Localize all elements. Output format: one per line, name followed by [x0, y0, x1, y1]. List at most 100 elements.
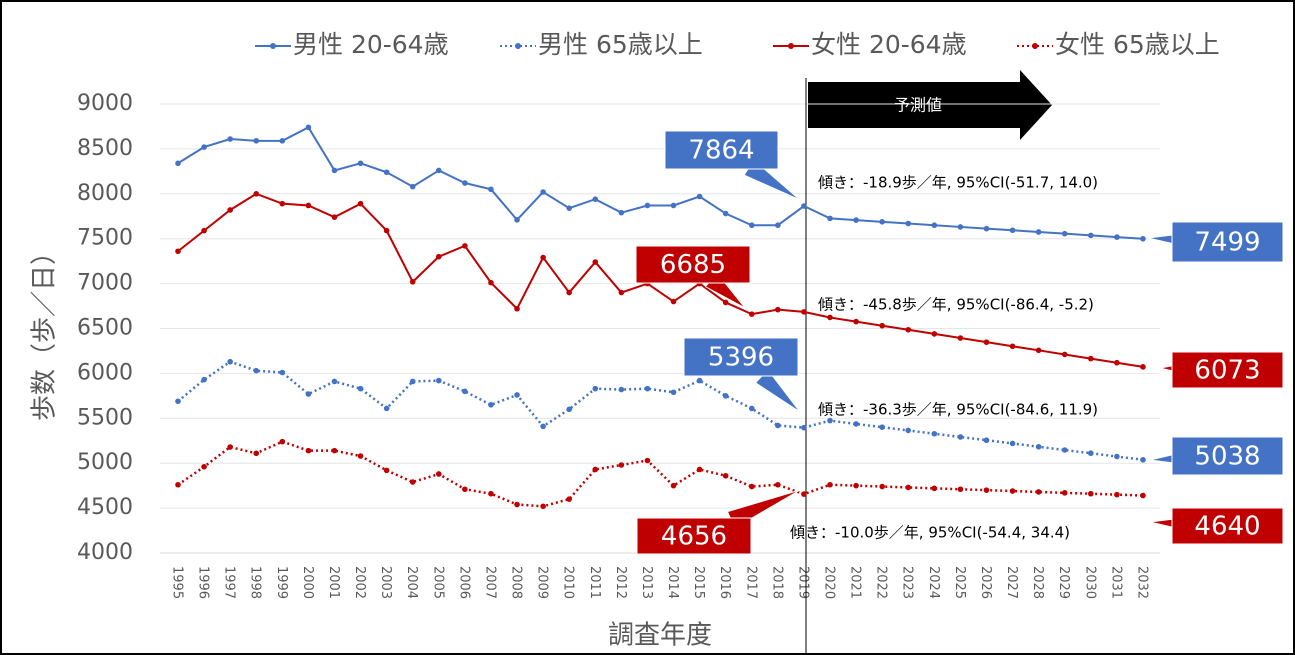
point	[436, 471, 442, 477]
point	[540, 423, 546, 430]
x-tick-label: 2022	[874, 566, 889, 599]
point	[827, 215, 833, 222]
x-tick-label: 2023	[900, 566, 915, 599]
point	[905, 484, 912, 491]
point	[331, 447, 338, 454]
point	[1140, 492, 1146, 499]
point	[983, 339, 990, 345]
point	[879, 219, 885, 225]
x-tick-label: 2015	[691, 566, 706, 599]
point	[983, 487, 990, 493]
point	[357, 200, 364, 207]
point	[592, 466, 599, 473]
point	[227, 444, 233, 450]
callout-box	[1171, 351, 1284, 389]
forecast-arrow	[808, 70, 1052, 140]
data-label: 6685	[660, 250, 726, 280]
point	[696, 377, 703, 384]
point	[722, 210, 729, 217]
point	[514, 305, 520, 312]
x-tick-label: 2017	[743, 566, 758, 599]
point	[1009, 440, 1016, 447]
point	[1088, 490, 1094, 497]
point	[722, 472, 729, 479]
slope-annotation: 傾き：-10.0歩／年, 95%CI(-54.4, 34.4)	[790, 524, 1070, 542]
point	[696, 466, 703, 473]
point	[618, 209, 625, 216]
x-tick-label: 2024	[926, 566, 941, 599]
x-tick-label: 2012	[613, 566, 628, 599]
x-tick-label: 2019	[795, 566, 810, 599]
point	[1088, 450, 1094, 457]
x-tick-label: 2013	[639, 566, 654, 599]
point	[540, 254, 546, 261]
y-tick-label: 8500	[77, 136, 133, 161]
point	[801, 309, 807, 315]
point	[827, 417, 833, 424]
x-tick-label: 2014	[665, 566, 680, 599]
x-tick-label: 1998	[248, 566, 263, 599]
point	[383, 467, 390, 474]
data-label: 4656	[661, 522, 727, 552]
y-tick-label: 8000	[77, 181, 133, 206]
x-tick-label: 1995	[170, 566, 185, 599]
forecast-label: 予測値	[894, 96, 942, 115]
x-tick-label: 2025	[952, 566, 967, 599]
series-line	[177, 126, 1144, 240]
point	[1061, 490, 1068, 496]
point	[1035, 443, 1042, 450]
point	[775, 481, 781, 488]
callout-box	[1171, 436, 1284, 476]
x-axis-label: 調査年度	[608, 621, 712, 651]
point	[227, 207, 233, 213]
point	[436, 377, 442, 384]
legend-marker	[1032, 43, 1038, 49]
slope-annotation: 傾き：-45.8歩／年, 95%CI(-86.4, -5.2)	[818, 296, 1094, 314]
x-tick-label: 2018	[769, 566, 784, 599]
legend-marker	[788, 43, 794, 49]
x-tick-label: 1996	[196, 566, 211, 599]
point	[722, 393, 729, 399]
legend-label: 男性 65歳以上	[538, 30, 703, 59]
x-tick-label: 2001	[326, 566, 341, 599]
point	[905, 427, 912, 434]
point	[175, 160, 181, 167]
point	[957, 434, 964, 440]
x-tick-label: 2008	[509, 566, 524, 599]
point	[1009, 488, 1016, 494]
series-line	[177, 192, 1144, 368]
point	[853, 217, 859, 223]
point	[566, 406, 572, 413]
point	[566, 289, 572, 296]
point	[853, 318, 859, 325]
point	[409, 479, 416, 485]
x-tick-label: 2029	[1056, 566, 1071, 599]
point	[1009, 227, 1016, 234]
point	[748, 222, 755, 229]
x-tick-label: 2006	[456, 566, 471, 599]
legend-label: 女性 20-64歳	[811, 30, 967, 59]
x-tick-label: 2031	[1108, 566, 1123, 599]
point	[592, 385, 599, 392]
callout-box	[635, 245, 751, 284]
point	[331, 167, 338, 174]
point	[1061, 447, 1068, 453]
point	[175, 398, 181, 405]
point	[670, 202, 677, 209]
point	[592, 196, 599, 202]
point	[253, 138, 260, 144]
data-label: 6073	[1194, 356, 1260, 386]
point	[670, 298, 677, 305]
data-label: 5396	[708, 343, 774, 373]
point	[983, 225, 990, 232]
point	[670, 482, 677, 489]
x-tick-label: 2021	[848, 566, 863, 599]
callout-box	[1171, 221, 1284, 263]
point	[670, 389, 677, 396]
point	[279, 438, 286, 445]
point	[514, 217, 520, 223]
point	[1114, 453, 1120, 460]
point	[879, 322, 885, 329]
